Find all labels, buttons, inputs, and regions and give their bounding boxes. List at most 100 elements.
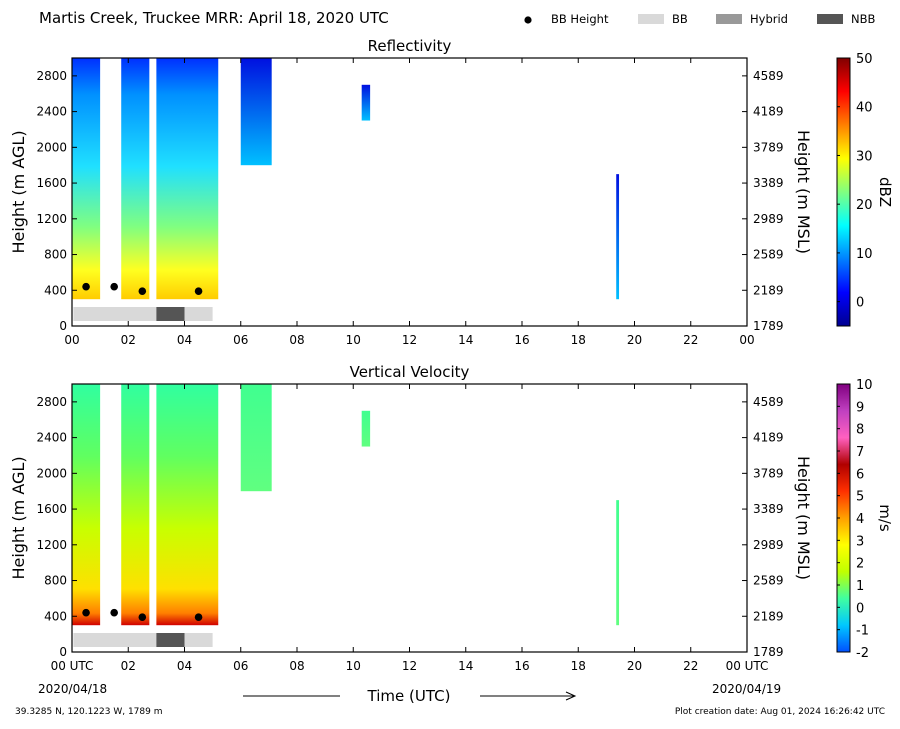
x-tick-label: 12	[402, 333, 417, 347]
y-tick-label: 1600	[36, 502, 67, 516]
x-tick-label: 20	[627, 659, 642, 673]
colorbar-label: m/s	[876, 504, 894, 532]
x-tick-label: 16	[514, 333, 529, 347]
y-tick-label-right: 3389	[753, 176, 784, 190]
echo-region	[361, 84, 371, 121]
y-tick-label: 1200	[36, 212, 67, 226]
x-tick-label: 00	[64, 333, 79, 347]
x-tick-label: 02	[121, 333, 136, 347]
echo-region	[156, 58, 219, 300]
y-tick-label: 2000	[36, 140, 67, 154]
echo-region	[72, 58, 101, 300]
x-start-date: 2020/04/18	[38, 682, 107, 696]
y-axis-label: Height (m AGL)	[9, 130, 28, 253]
colorbar-tick-label: 2	[856, 557, 864, 572]
x-tick-label: 08	[289, 659, 304, 673]
echo-region	[156, 384, 219, 626]
creation-note: Plot creation date: Aug 01, 2024 16:26:4…	[675, 707, 885, 717]
x-tick-label: 04	[177, 333, 192, 347]
bb-height-point	[138, 613, 147, 621]
y-tick-label: 2800	[36, 69, 67, 83]
xlabel-arrow-icon	[565, 691, 577, 701]
legend-label-bb-height: BB Height	[551, 12, 609, 26]
y-tick-label-right: 2189	[753, 283, 784, 297]
legend-label-bb: BB	[672, 12, 688, 26]
x-tick-label: 22	[683, 659, 698, 673]
echo-region	[240, 384, 272, 492]
bb-height-point	[194, 613, 203, 621]
colorbar-tick-label: 10	[856, 378, 873, 393]
y-tick-label-right: 4189	[753, 431, 784, 445]
type-legend: BB Height BB Hybrid NBB	[524, 12, 875, 26]
y-tick-label: 2400	[36, 105, 67, 119]
x-tick-label: 02	[121, 659, 136, 673]
colorbar-tick-label: 7	[856, 445, 864, 460]
y-tick-label-right: 4589	[753, 69, 784, 83]
bb-height-point	[110, 282, 118, 291]
colorbar-tick-label: 3	[856, 534, 864, 549]
x-tick-label: 00 UTC	[51, 659, 94, 673]
bb-type-segment-bb	[73, 633, 157, 647]
colorbar-tick-label: -1	[856, 624, 869, 639]
colorbar-tick-label: 50	[856, 52, 873, 67]
y-tick-label-right: 2989	[753, 538, 784, 552]
echo-region	[616, 174, 620, 300]
x-tick-label: 00 UTC	[726, 659, 769, 673]
legend-swatch-bb	[638, 14, 664, 24]
y-tick-label: 0	[59, 645, 67, 659]
y-tick-label: 400	[44, 283, 67, 297]
x-tick-label: 22	[683, 333, 698, 347]
y-tick-label-right: 2589	[753, 248, 784, 262]
y-tick-label-right: 2589	[753, 574, 784, 588]
y-tick-label-right: 4189	[753, 105, 784, 119]
bb-type-segment-nbb	[156, 307, 185, 321]
legend-swatch-nbb	[817, 14, 843, 24]
y-tick-label: 2800	[36, 395, 67, 409]
y-tick-label: 800	[44, 574, 67, 588]
echo-region	[240, 58, 272, 166]
x-axis-label: Time (UTC)	[367, 687, 451, 705]
legend-label-hybrid: Hybrid	[750, 12, 788, 26]
y-tick-label-right: 1789	[753, 645, 784, 659]
colorbar-tick-label: 9	[856, 400, 864, 415]
bb-type-segment-bb	[73, 307, 157, 321]
y-tick-label-right: 4589	[753, 395, 784, 409]
x-tick-label: 10	[346, 659, 361, 673]
y-tick-label-right: 3389	[753, 502, 784, 516]
y-tick-label: 0	[59, 319, 67, 333]
y-tick-label-right: 3789	[753, 140, 784, 154]
echo-region	[361, 410, 371, 447]
legend-label-nbb: NBB	[851, 12, 875, 26]
x-tick-label: 08	[289, 333, 304, 347]
x-tick-label: 12	[402, 659, 417, 673]
y-tick-label: 1200	[36, 538, 67, 552]
colorbar-tick-label: 30	[856, 149, 873, 164]
legend-dot-bb-height	[524, 16, 532, 24]
bb-height-point	[82, 282, 90, 291]
location-note: 39.3285 N, 120.1223 W, 1789 m	[15, 707, 163, 717]
x-tick-label: 10	[346, 333, 361, 347]
x-tick-label: 04	[177, 659, 192, 673]
y-tick-label: 2000	[36, 466, 67, 480]
colorbar-tick-label: 6	[856, 467, 864, 482]
y-axis-label: Height (m AGL)	[9, 456, 28, 579]
x-tick-label: 14	[458, 333, 473, 347]
colorbar-tick-label: 0	[856, 601, 864, 616]
y-tick-label-right: 1789	[753, 319, 784, 333]
bb-height-point	[110, 608, 118, 617]
y-tick-label: 1600	[36, 176, 67, 190]
bb-height-point	[138, 287, 147, 295]
x-tick-label: 16	[514, 659, 529, 673]
bb-height-point	[194, 287, 203, 295]
legend-swatch-hybrid	[716, 14, 742, 24]
x-tick-label: 18	[571, 659, 586, 673]
colorbar-tick-label: 1	[856, 579, 864, 594]
bb-type-segment-bb	[184, 633, 213, 647]
echo-region	[72, 384, 101, 626]
panel-title: Vertical Velocity	[350, 363, 470, 381]
bb-height-point	[82, 608, 90, 617]
x-tick-label: 06	[233, 333, 248, 347]
colorbar-tick-label: 10	[856, 247, 873, 262]
